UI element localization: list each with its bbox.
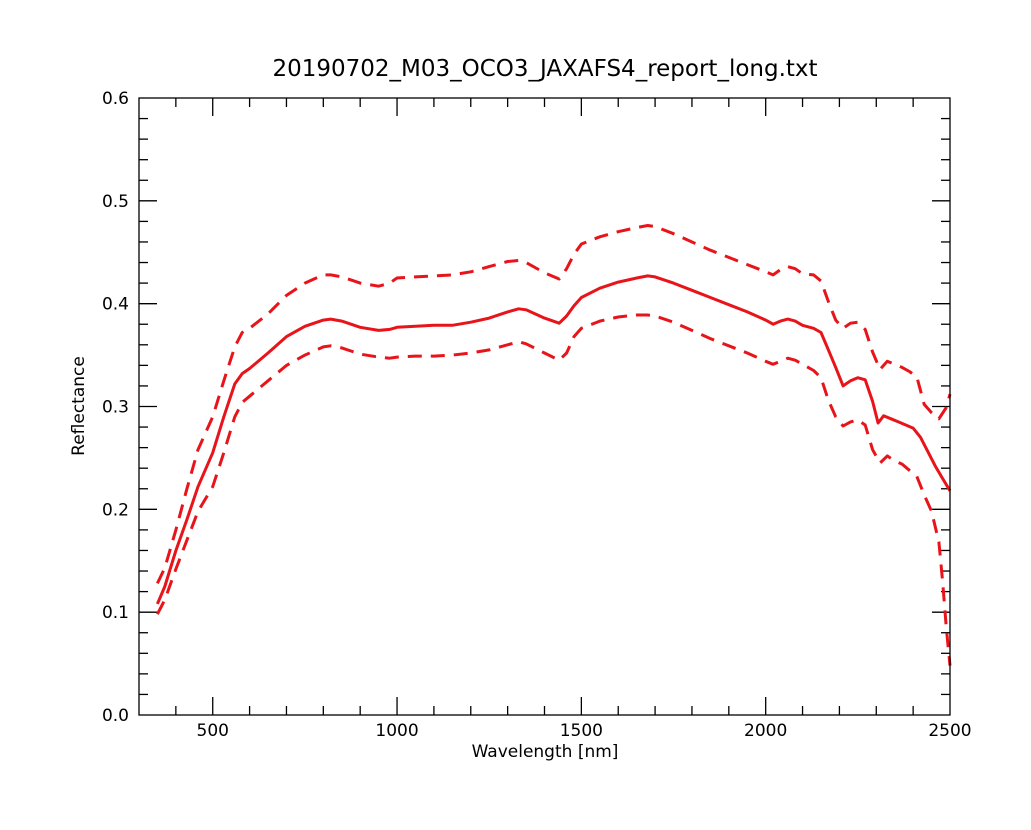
y-tick-label: 0.6 [102, 89, 129, 109]
y-axis-label: Reflectance [69, 356, 89, 456]
dashed-series-line-1 [156, 224, 952, 585]
y-tick-label: 0.1 [102, 603, 129, 623]
x-tick-label: 2000 [744, 721, 787, 741]
y-tick-label: 0.4 [102, 295, 129, 315]
x-tick-label: 500 [197, 721, 229, 741]
axis-ticks: 500 1000 1500 2000 2500 0.0 0.1 0.2 0.3 0.4 0.5 0.6 [102, 89, 972, 741]
y-tick-label: 0.3 [102, 398, 129, 418]
x-tick-label: 1500 [560, 721, 603, 741]
y-tick-label: 0.2 [102, 500, 129, 520]
y-tick-label: 0.0 [102, 706, 129, 726]
x-tick-label: 2500 [928, 721, 971, 741]
y-tick-label: 0.5 [102, 192, 129, 212]
plot-frame [138, 97, 951, 716]
chart-title: 20190702_M03_OCO3_JAXAFS4_report_long.tx… [272, 56, 817, 82]
x-tick-label: 1000 [375, 721, 418, 741]
plot-series [156, 224, 952, 666]
solid-series-line [156, 274, 952, 605]
x-axis-label: Wavelength [nm] [472, 742, 619, 762]
